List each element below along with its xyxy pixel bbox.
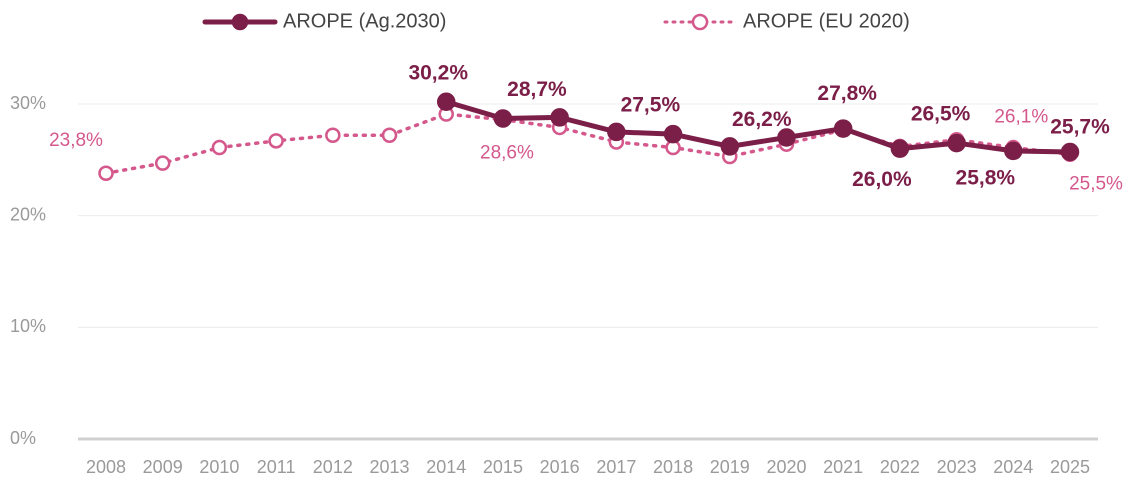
- point: [607, 122, 626, 142]
- point: [550, 108, 569, 127]
- point: [211, 139, 228, 156]
- point: [154, 155, 171, 171]
- legend-label: AROPE (Ag.2030): [283, 10, 446, 32]
- legend-marker: [691, 13, 709, 31]
- data-label: 26,1%: [994, 107, 1048, 128]
- series-line: [443, 99, 1073, 155]
- point: [493, 109, 513, 128]
- data-label: 23,8%: [49, 130, 103, 151]
- data-label: 27,5%: [621, 93, 681, 116]
- data-label: 26,2%: [732, 108, 792, 131]
- x-tick-label: 2023: [937, 457, 977, 477]
- y-tick-label: 0%: [10, 428, 36, 448]
- x-tick-label: 2015: [483, 457, 523, 477]
- data-label: 26,0%: [852, 168, 912, 191]
- x-tick-label: 2024: [993, 457, 1033, 477]
- x-tick-label: 2025: [1050, 457, 1090, 477]
- data-label: 30,2%: [408, 61, 468, 84]
- y-tick-label: 20%: [10, 204, 46, 224]
- x-tick-label: 2016: [540, 457, 580, 477]
- x-tick-label: 2022: [880, 457, 920, 477]
- data-label: 25,8%: [956, 166, 1016, 189]
- point: [833, 119, 853, 138]
- data-label: 25,5%: [1069, 173, 1123, 194]
- x-tick-label: 2021: [823, 457, 863, 477]
- point: [1060, 142, 1080, 162]
- x-tick-label: 2018: [653, 457, 693, 477]
- point: [1004, 141, 1023, 161]
- x-tick-label: 2008: [86, 457, 126, 477]
- x-tick-label: 2019: [710, 457, 750, 477]
- point: [325, 127, 341, 144]
- point: [947, 133, 966, 153]
- x-tick-label: 2014: [426, 457, 466, 477]
- point: [381, 127, 398, 144]
- data-label: 28,6%: [480, 143, 534, 164]
- x-tick-label: 2020: [766, 457, 806, 477]
- data-label: 26,5%: [911, 103, 971, 126]
- x-tick-label: 2013: [370, 457, 410, 477]
- x-tick-label: 2009: [143, 457, 183, 477]
- x-tick-label: 2010: [199, 457, 239, 477]
- legend-label: AROPE (EU 2020): [743, 10, 910, 32]
- point: [436, 92, 456, 112]
- y-tick-label: 10%: [10, 316, 46, 336]
- point: [663, 124, 683, 144]
- x-tick-label: 2012: [313, 457, 353, 477]
- point: [98, 165, 114, 181]
- legend-marker: [231, 13, 249, 31]
- point: [720, 137, 740, 156]
- data-label: 28,7%: [507, 78, 567, 101]
- point: [268, 133, 284, 149]
- x-tick-label: 2011: [257, 457, 296, 477]
- data-label: 25,7%: [1050, 116, 1110, 139]
- point: [777, 128, 796, 147]
- point: [890, 139, 910, 158]
- y-tick-label: 30%: [10, 93, 46, 113]
- data-label: 27,8%: [817, 82, 877, 105]
- x-tick-label: 2017: [596, 457, 636, 477]
